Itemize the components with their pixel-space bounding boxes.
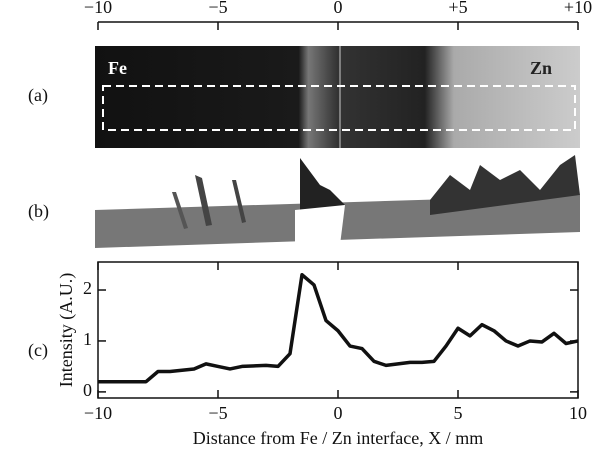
fe-label: Fe [108, 58, 127, 78]
x-tick-label: −10 [84, 403, 112, 423]
y-tick-label: 2 [83, 278, 92, 298]
top-tick-label: +10 [564, 0, 592, 17]
x-tick-label: −5 [208, 403, 227, 423]
zn-label: Zn [530, 58, 552, 78]
y-tick-label: 0 [83, 380, 92, 400]
panel-label: (a) [28, 85, 48, 106]
dashed-box [102, 85, 576, 131]
data-line [98, 272, 579, 384]
micrograph [95, 46, 580, 148]
x-axis-label: Distance from Fe / Zn interface, X / mm [193, 428, 483, 448]
top-tick-label: 0 [334, 0, 343, 17]
surface-plot [95, 155, 580, 248]
panel-label: (b) [28, 201, 49, 222]
x-tick-label: 5 [454, 403, 463, 423]
panel-label: (c) [28, 340, 48, 361]
top-tick-label: +5 [448, 0, 467, 17]
x-tick-label: 10 [569, 403, 587, 423]
x-tick-label: 0 [334, 403, 343, 423]
y-tick-label: 1 [83, 329, 92, 349]
y-axis-label: Intensity (A.U.) [56, 273, 77, 387]
top-tick-label: −10 [84, 0, 112, 17]
top-tick-label: −5 [208, 0, 227, 17]
